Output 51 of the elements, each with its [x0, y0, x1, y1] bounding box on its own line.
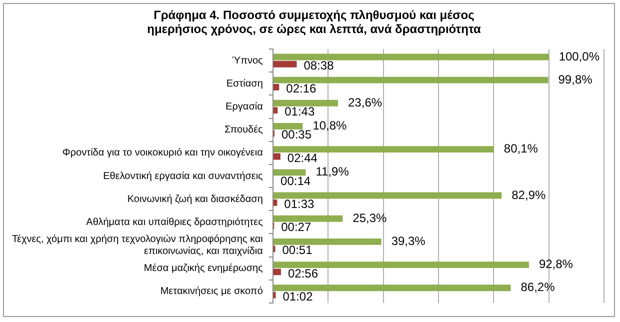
y-tick-label: Φροντίδα για το νοικοκυριό και την οικογένεια: [62, 148, 264, 159]
y-tick-label: Κοινωνική ζωή και διασκέδαση: [127, 194, 263, 205]
bar: [273, 215, 343, 222]
data-label: 39,3%: [391, 234, 426, 248]
data-label: 100,0%: [558, 49, 600, 64]
bar: [273, 268, 281, 276]
data-label: 00:51: [282, 243, 313, 258]
data-label: 82,9%: [512, 188, 546, 202]
data-label: 10,8%: [312, 118, 348, 133]
bar: [273, 199, 278, 206]
bar: [273, 76, 548, 84]
bar: [273, 54, 549, 60]
chart-title: Γράφημα 4. Ποσοστό συμμετοχής πληθυσμού και μέσος ημερήσιος χρόνος, σε ώρες και λεπτά, ανά δραστηριότητα: [146, 8, 482, 36]
bar: [273, 123, 303, 130]
y-tick-label: Μετακινήσεις με σκοπό: [160, 286, 264, 298]
data-label: 23,6%: [348, 95, 382, 110]
data-label: 99,8%: [558, 72, 593, 86]
y-tick-label: Αθλήματα και υπαίθριες δραστηριότητες: [86, 216, 264, 228]
y-tick-label: Εστίαση: [226, 78, 263, 90]
bar: [273, 146, 494, 153]
data-label: 08:38: [304, 58, 334, 72]
bar: [273, 169, 306, 176]
data-label: 86,2%: [520, 280, 556, 294]
data-label: 00:35: [281, 128, 312, 142]
bar: [273, 284, 511, 292]
bar: [273, 262, 529, 268]
bar: [273, 192, 502, 199]
y-tick-label: Μέσα μαζικής ενημέρωσης: [144, 263, 264, 274]
bar: [273, 238, 382, 245]
y-tick-label: Σπουδές: [224, 124, 264, 136]
bar: [273, 107, 278, 114]
y-tick-label: Εθελοντική εργασία και συναντήσεις: [103, 170, 264, 182]
data-label: 00:27: [281, 220, 312, 234]
data-label: 02:44: [287, 150, 318, 165]
data-label: 11,9%: [316, 164, 350, 179]
data-label: 92,8%: [538, 257, 574, 272]
data-label: 25,3%: [352, 210, 388, 225]
data-label: 00:14: [280, 174, 311, 188]
data-label: 02:56: [288, 266, 318, 280]
bar: [273, 84, 280, 90]
y-tick-label: Ύπνος: [232, 55, 264, 66]
y-tick-label: Εργασία: [226, 101, 264, 112]
data-label: 01:33: [284, 196, 315, 211]
bar: [273, 60, 297, 68]
y-tick-label: Τέχνες, χόμπι και χρήση τεχνολογιών πληροφόρησης και επικοινωνίας, και παιχνίδια: [12, 234, 264, 258]
data-label: 01:43: [284, 104, 315, 119]
data-label: 02:16: [286, 82, 316, 96]
data-label: 01:02: [282, 289, 314, 304]
data-label: 80,1%: [504, 142, 538, 156]
bar: [273, 100, 338, 106]
bar: [273, 153, 280, 160]
